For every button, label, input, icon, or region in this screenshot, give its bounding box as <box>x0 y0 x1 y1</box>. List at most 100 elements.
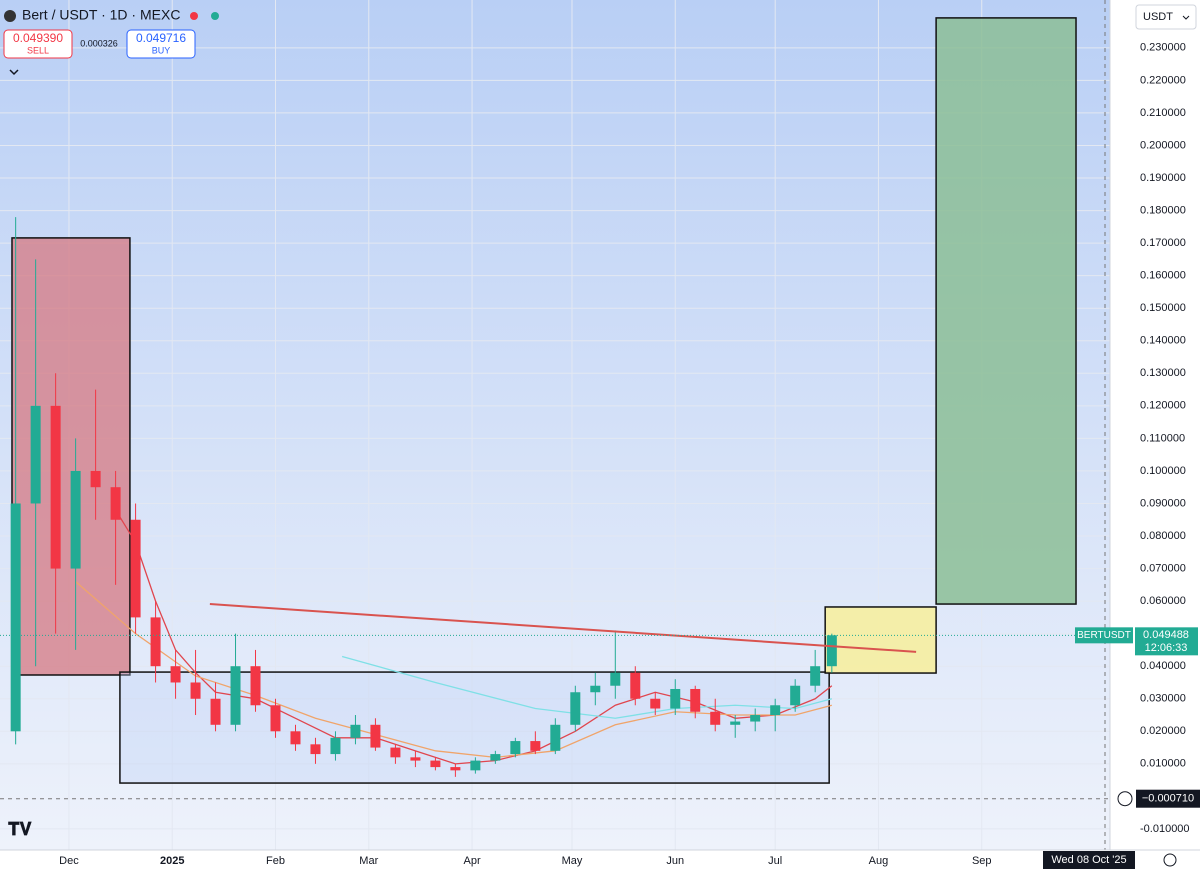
crosshair-y-tag <box>1136 789 1200 808</box>
candle-body <box>710 711 721 725</box>
x-tick-label: May <box>562 855 583 867</box>
y-tick-label: 0.060000 <box>1140 595 1186 607</box>
currency-select[interactable] <box>1135 4 1197 30</box>
candle-body <box>310 744 321 755</box>
candle-body <box>70 470 81 569</box>
status-icon <box>211 12 219 20</box>
candle-body <box>590 685 601 693</box>
symbol-logo <box>4 10 16 22</box>
currency-label: USDT <box>1143 11 1173 23</box>
moving-average <box>75 581 833 758</box>
range-box <box>935 17 1077 605</box>
candle-body <box>370 724 381 748</box>
candle-body <box>170 666 181 683</box>
buy-price: 0.049716 <box>136 31 186 45</box>
crosshair-x-tag <box>1043 851 1136 869</box>
candle-body <box>270 705 281 732</box>
y-tick-label: 0.210000 <box>1140 107 1186 119</box>
candle-body <box>530 741 541 751</box>
candle-body <box>690 688 701 712</box>
sell-price: 0.049390 <box>13 31 63 45</box>
trendline <box>209 603 917 653</box>
candle-body <box>410 757 421 761</box>
spread: 0.000326 <box>80 38 118 48</box>
candle-body <box>490 754 501 761</box>
y-tick-label: 0.020000 <box>1140 725 1186 737</box>
candle-body <box>290 731 301 745</box>
y-tick-label: 0.010000 <box>1140 758 1186 770</box>
y-tick-label: 0.160000 <box>1140 270 1186 282</box>
candle-body <box>390 747 401 758</box>
x-tick-label: Dec <box>59 855 79 867</box>
range-box <box>11 237 131 676</box>
last-price-tag <box>1135 627 1198 656</box>
y-tick-label: 0.170000 <box>1140 237 1186 249</box>
candle-body <box>150 617 161 667</box>
candle-body <box>130 519 141 618</box>
x-tick-label: 2025 <box>160 855 184 867</box>
y-tick-label: 0.140000 <box>1140 335 1186 347</box>
range-box <box>824 606 937 674</box>
y-tick-label: 0.070000 <box>1140 562 1186 574</box>
candle-body <box>30 405 41 504</box>
x-tick-label: Aug <box>869 855 889 867</box>
plot-layer <box>0 0 1110 850</box>
candle-body <box>550 724 561 751</box>
settings-icon[interactable] <box>1163 853 1177 867</box>
candle-body <box>670 688 681 709</box>
last-price-symbol: BERTUSDT <box>1077 630 1131 641</box>
candle-body <box>730 721 741 725</box>
candle-body <box>570 692 581 725</box>
crosshair-x-label: Wed 08 Oct '25 <box>1051 854 1126 866</box>
candle-body <box>810 666 821 686</box>
candle-body <box>430 760 441 768</box>
candle-body <box>350 724 361 738</box>
candle-body <box>210 698 221 725</box>
candle-body <box>250 666 261 706</box>
candle-body <box>90 470 101 488</box>
candle-body <box>10 503 21 732</box>
y-tick-label: 0.180000 <box>1140 204 1186 216</box>
last-price-value: 0.049488 <box>1143 629 1189 641</box>
sell-button[interactable] <box>3 29 73 59</box>
buy-label: BUY <box>152 45 171 55</box>
candle-body <box>330 737 341 755</box>
crosshair-y-label: −0.000710 <box>1142 793 1194 805</box>
x-tick-label: Feb <box>266 855 285 867</box>
sell-label: SELL <box>27 45 49 55</box>
candle-body <box>770 705 781 716</box>
y-tick-label: -0.010000 <box>1140 823 1190 835</box>
last-price-countdown: 12:06:33 <box>1145 642 1188 654</box>
candle-body <box>790 685 801 706</box>
x-tick-label: Jun <box>666 855 684 867</box>
y-tick-label: 0.200000 <box>1140 139 1186 151</box>
candle-body <box>650 698 661 709</box>
candle-body <box>50 405 61 569</box>
candle-body <box>750 715 761 722</box>
y-tick-label: 0.220000 <box>1140 74 1186 86</box>
candle-body <box>610 672 621 686</box>
dropdown-icon <box>1182 15 1190 20</box>
y-tick-label: 0.040000 <box>1140 660 1186 672</box>
y-tick-label: 0.130000 <box>1140 367 1186 379</box>
crosshair-add-button <box>1117 791 1133 807</box>
candle-body <box>230 666 241 725</box>
symbol-title[interactable]: Bert / USDT · 1D · MEXC <box>22 7 180 23</box>
y-tick-label: 0.090000 <box>1140 497 1186 509</box>
x-tick-label: Apr <box>463 855 480 867</box>
y-tick-label: 0.120000 <box>1140 400 1186 412</box>
moving-average <box>341 655 833 719</box>
y-tick-label: 0.230000 <box>1140 42 1186 54</box>
candle-body <box>826 635 837 667</box>
buy-button[interactable] <box>126 29 196 59</box>
collapse-icon[interactable] <box>9 69 19 76</box>
y-tick-label: 0.080000 <box>1140 530 1186 542</box>
x-tick-label: Sep <box>972 855 992 867</box>
logo: 𝐓𝐕 <box>8 819 33 839</box>
y-tick-label: 0.110000 <box>1140 432 1185 444</box>
candle-body <box>470 760 481 771</box>
candle-body <box>190 682 201 699</box>
status-icon <box>190 12 198 20</box>
y-tick-label: 0.150000 <box>1140 302 1186 314</box>
x-tick-label: Jul <box>768 855 782 867</box>
